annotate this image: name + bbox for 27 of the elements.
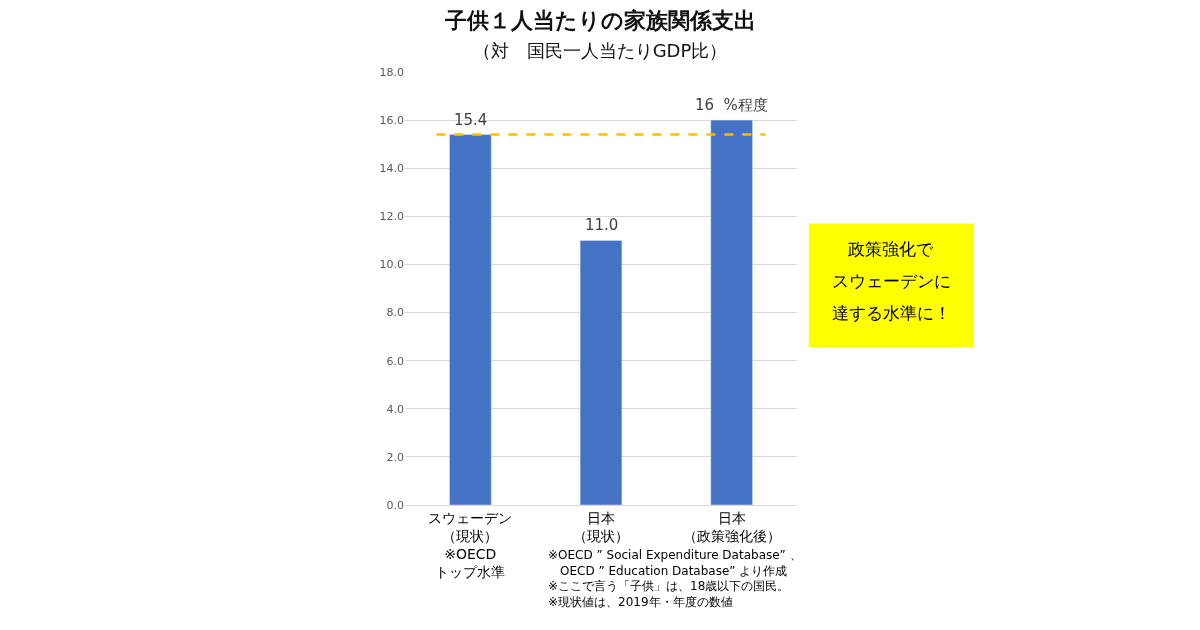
y-tick-label: 14.0 bbox=[379, 162, 404, 176]
x-tick-label: 日本（政策強化後） bbox=[682, 509, 781, 544]
y-tick-label: 0.0 bbox=[386, 498, 404, 512]
bar bbox=[579, 240, 623, 505]
text: スウェーデンに bbox=[832, 271, 951, 291]
data-label: 16 %程度 bbox=[695, 96, 768, 114]
y-tick-label: 16.0 bbox=[379, 113, 404, 127]
text: ※現状値は、2019年・年度の数値 bbox=[548, 595, 733, 609]
y-tick-label: 6.0 bbox=[386, 354, 404, 368]
chart-subtitle: （対 国民一人当たりGDP比） bbox=[472, 39, 728, 61]
y-tick-label: 2.0 bbox=[386, 450, 404, 464]
bar bbox=[710, 119, 753, 505]
text: ※ここで言う「子供」は、18歳以下の国民。 bbox=[548, 579, 790, 593]
y-tick-label: 4.0 bbox=[386, 402, 404, 416]
data-label: 11.0 bbox=[585, 216, 619, 234]
x-tick-label: 日本（現状） bbox=[573, 509, 629, 544]
x-tick-label: スウェーデン（現状）※OECDトップ水準 bbox=[428, 509, 513, 581]
y-tick-label: 10.0 bbox=[379, 258, 404, 272]
text: ※OECD ” Social Expenditure Database” 、 OECD ” Education Database” より作成 bbox=[548, 548, 802, 578]
bar bbox=[449, 134, 492, 505]
chart-title: 子供１人当たりの家族関係支出 bbox=[443, 8, 756, 34]
y-tick-label: 8.0 bbox=[386, 306, 404, 320]
data-label: 15.4 bbox=[454, 111, 488, 129]
y-tick-label: 12.0 bbox=[379, 210, 404, 224]
text: 達する水準に！ bbox=[832, 303, 951, 323]
y-tick-label: 18.0 bbox=[379, 65, 404, 79]
text: 政策強化で bbox=[848, 239, 934, 259]
